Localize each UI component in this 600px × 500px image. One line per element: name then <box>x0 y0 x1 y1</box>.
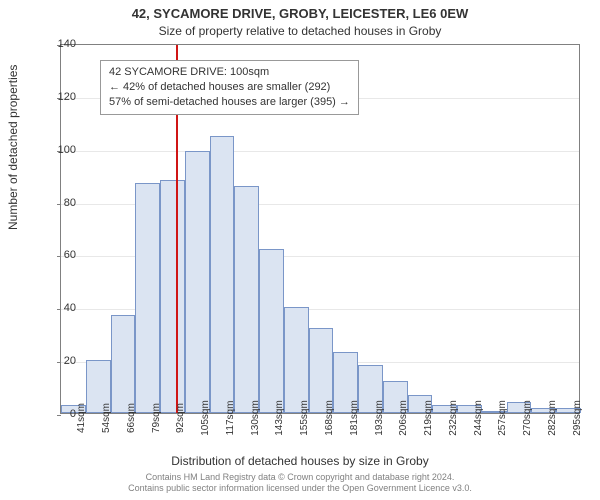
xtick-label: 181sqm <box>349 400 360 436</box>
ytick-mark <box>57 415 61 416</box>
histogram-bar <box>210 136 235 414</box>
title-sub: Size of property relative to detached ho… <box>0 24 600 38</box>
ytick-label: 60 <box>64 249 76 261</box>
ytick-mark <box>57 362 61 363</box>
xtick-label: 282sqm <box>547 400 558 436</box>
xtick-label: 270sqm <box>522 400 533 436</box>
xtick-label: 295sqm <box>572 400 583 436</box>
y-axis-label: Number of detached properties <box>6 65 20 230</box>
histogram-bar <box>160 180 185 413</box>
histogram-bar <box>185 151 210 413</box>
xtick-label: 143sqm <box>274 400 285 436</box>
ytick-mark <box>57 309 61 310</box>
xtick-label: 193sqm <box>374 400 385 436</box>
xtick-label: 66sqm <box>126 403 137 433</box>
copyright-line2: Contains public sector information licen… <box>0 483 600 494</box>
xtick-label: 117sqm <box>225 401 236 436</box>
xtick-label: 244sqm <box>473 400 484 436</box>
xtick-label: 41sqm <box>76 403 87 433</box>
xtick-label: 92sqm <box>175 403 186 433</box>
xtick-label: 79sqm <box>151 403 162 433</box>
histogram-bar <box>284 307 309 413</box>
title-main: 42, SYCAMORE DRIVE, GROBY, LEICESTER, LE… <box>0 6 600 21</box>
gridline <box>61 151 579 152</box>
xtick-label: 168sqm <box>324 400 335 436</box>
xtick-label: 155sqm <box>299 400 310 436</box>
xtick-label: 54sqm <box>101 403 112 433</box>
annotation-box: 42 SYCAMORE DRIVE: 100sqm ← 42% of detac… <box>100 60 359 115</box>
histogram-bar <box>135 183 160 413</box>
copyright-line1: Contains HM Land Registry data © Crown c… <box>0 472 600 483</box>
ytick-label: 40 <box>64 302 76 314</box>
histogram-bar <box>111 315 136 413</box>
xtick-label: 257sqm <box>497 400 508 436</box>
ytick-mark <box>57 204 61 205</box>
histogram-bar <box>259 249 284 413</box>
ytick-mark <box>57 256 61 257</box>
x-axis-label: Distribution of detached houses by size … <box>0 454 600 468</box>
ytick-label: 20 <box>64 355 76 367</box>
ytick-label: 80 <box>64 197 76 209</box>
xtick-label: 232sqm <box>448 400 459 436</box>
ytick-label: 100 <box>58 144 76 156</box>
annotation-line1: 42 SYCAMORE DRIVE: 100sqm <box>109 65 350 80</box>
annotation-line2: ← 42% of detached houses are smaller (29… <box>109 80 350 95</box>
copyright: Contains HM Land Registry data © Crown c… <box>0 472 600 494</box>
xtick-label: 105sqm <box>200 400 211 436</box>
ytick-label: 140 <box>58 38 76 50</box>
xtick-label: 130sqm <box>250 400 261 436</box>
xtick-label: 219sqm <box>423 400 434 436</box>
ytick-label: 120 <box>58 91 76 103</box>
xtick-label: 206sqm <box>398 400 409 436</box>
histogram-bar <box>234 186 259 413</box>
annotation-line3: 57% of semi-detached houses are larger (… <box>109 95 350 110</box>
